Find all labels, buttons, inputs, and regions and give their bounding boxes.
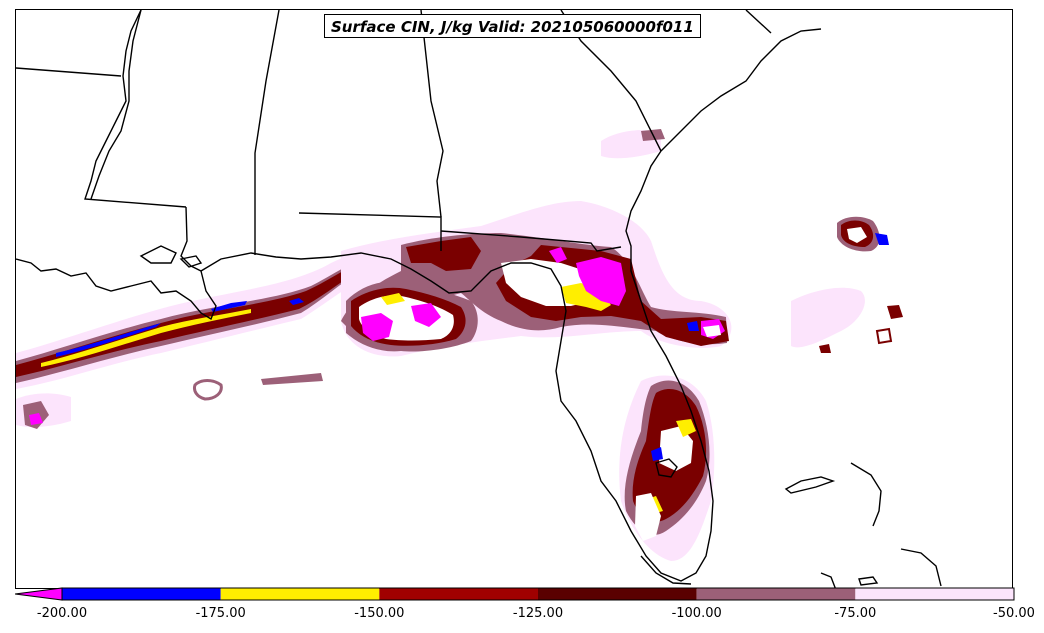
colorbar-tick-label: -100.00 xyxy=(671,606,722,621)
cin-region-panhandle-magenta xyxy=(576,257,626,306)
colorbar-bin-5 xyxy=(855,588,1014,600)
colorbar-tick-label: -200.00 xyxy=(36,606,88,621)
colorbar-under-triangle xyxy=(15,588,62,600)
coastline-florida-keys xyxy=(640,555,692,585)
cin-region-panhandle-darkred xyxy=(406,237,481,271)
colorbar-tick-label: -50.00 xyxy=(993,606,1035,621)
colorbar-under-outline xyxy=(15,587,63,601)
state-boundary-arkansas-louisiana xyxy=(16,67,122,77)
cin-region-peninsula-yellow xyxy=(676,419,696,437)
state-boundary-mississippi-louisiana xyxy=(180,206,202,272)
colorbar-tick-label: -150.00 xyxy=(354,606,405,621)
state-boundary-nc-sc xyxy=(745,10,772,34)
cin-region-atlantic-blue xyxy=(687,321,699,331)
cin-region-midgulf-mauve xyxy=(261,373,323,385)
colorbar-bin-2 xyxy=(379,588,538,600)
state-boundary-alabama-georgia xyxy=(420,10,444,218)
cin-region-east-white-2 xyxy=(875,327,893,345)
state-boundary-mississippi-west xyxy=(84,10,187,208)
state-boundary-georgia-florida xyxy=(440,230,622,252)
cin-region-east-darkred-2 xyxy=(887,305,903,319)
coastline-southeast xyxy=(660,28,822,152)
colorbar-tick-label: -175.00 xyxy=(195,606,246,621)
cin-region-bigbend-yellow xyxy=(381,293,405,305)
map-panel xyxy=(15,9,1013,589)
river-mississippi xyxy=(90,10,142,200)
lake-okeechobee xyxy=(655,458,678,478)
cin-region-gulf-blue-3 xyxy=(289,298,304,305)
cin-region-east-pink xyxy=(791,287,865,348)
colorbar xyxy=(15,587,1015,601)
cin-region-southfl-white xyxy=(635,493,661,541)
cin-region-gulf-yellow xyxy=(41,309,251,367)
cin-region-atlantic-white xyxy=(703,325,721,337)
cin-region-gulf-blue xyxy=(56,323,161,357)
cin-region-east-darkred-3 xyxy=(819,344,831,353)
cin-region-east-blue xyxy=(875,233,889,245)
cin-shading xyxy=(16,129,903,561)
colorbar-bin-1 xyxy=(220,588,380,600)
cin-region-east-white xyxy=(847,227,867,243)
colorbar-bin-4 xyxy=(696,588,856,600)
coastline-louisiana xyxy=(16,150,714,582)
coastline-lake-pontchartrain xyxy=(179,255,203,268)
cin-region-westgulf-magenta xyxy=(29,413,43,425)
island-bahamas-abaco xyxy=(850,462,882,527)
island-bahamas-eleuthera xyxy=(900,548,942,587)
colorbar-tick-label: -75.00 xyxy=(834,606,877,621)
colorbar-bin-3 xyxy=(538,588,697,600)
cin-region-panhandle-magenta-2 xyxy=(549,247,567,263)
map-title: Surface CIN, J/kg Valid: 202105060000f01… xyxy=(324,14,701,38)
island-bahamas-grand xyxy=(784,476,836,494)
map-outlines xyxy=(16,10,942,588)
cin-region-peninsula-blue xyxy=(651,447,663,461)
cin-region-bigbend-magenta xyxy=(361,313,393,341)
cin-region-westgulf-white xyxy=(193,379,223,401)
colorbar-tick-label: -125.00 xyxy=(512,606,564,621)
island-bahamas-berry xyxy=(858,576,879,586)
state-boundary-mississippi-alabama xyxy=(254,10,280,255)
cin-region-gulf-blue-2 xyxy=(211,301,247,312)
island-bahamas-andros xyxy=(820,572,836,588)
colorbar-bins xyxy=(62,588,1014,600)
cin-region-bigbend-magenta-2 xyxy=(411,303,441,327)
coastline-mississippi-delta xyxy=(139,245,177,264)
cin-map xyxy=(16,10,942,588)
colorbar-bin-0 xyxy=(62,588,221,600)
